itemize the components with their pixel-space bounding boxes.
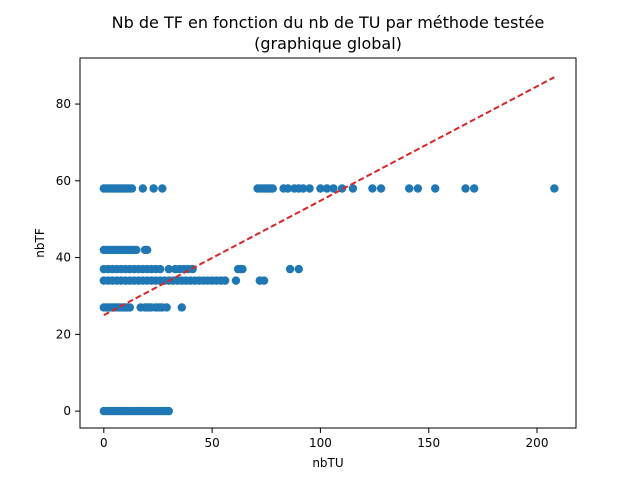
data-point xyxy=(259,276,269,285)
points-layer xyxy=(99,184,559,416)
data-point xyxy=(149,184,158,193)
plot-frame xyxy=(79,57,577,429)
x-tick-label: 0 xyxy=(100,436,108,450)
data-point xyxy=(162,303,171,312)
chart-title-line1: Nb de TF en fonction du nb de TU par mét… xyxy=(112,13,545,32)
data-point xyxy=(155,264,165,274)
data-point xyxy=(305,184,314,193)
data-point xyxy=(431,184,440,193)
data-point xyxy=(322,184,332,193)
data-point xyxy=(142,245,152,255)
data-point xyxy=(413,184,423,193)
x-tick-label: 50 xyxy=(204,436,219,450)
chart-title-line2: (graphique global) xyxy=(254,34,402,53)
data-point xyxy=(550,184,559,193)
y-tick-label: 20 xyxy=(56,327,71,341)
y-tick-label: 40 xyxy=(56,251,71,265)
data-point xyxy=(348,184,358,193)
data-point xyxy=(125,303,135,312)
x-axis: 0 50 100 150 200 xyxy=(100,428,548,450)
data-point xyxy=(298,184,308,193)
data-point xyxy=(316,184,325,193)
trendline-layer xyxy=(103,76,555,317)
data-point xyxy=(127,184,137,193)
data-point xyxy=(158,184,167,193)
data-point xyxy=(231,276,241,285)
data-point xyxy=(461,184,470,193)
y-tick-label: 80 xyxy=(56,97,71,111)
data-point xyxy=(376,184,386,193)
y-tick-label: 0 xyxy=(63,404,71,418)
y-axis: 0 20 40 60 80 xyxy=(56,97,80,418)
data-point xyxy=(368,184,377,193)
y-tick-label: 60 xyxy=(56,174,71,188)
data-point xyxy=(329,184,338,193)
x-tick-label: 200 xyxy=(526,436,549,450)
x-axis-label: nbTU xyxy=(312,456,343,470)
data-point xyxy=(164,264,174,274)
data-point xyxy=(268,184,277,193)
data-point xyxy=(238,264,247,274)
data-point xyxy=(132,245,141,255)
x-tick-label: 100 xyxy=(309,436,332,450)
y-axis-label: nbTF xyxy=(33,228,47,258)
data-point xyxy=(405,184,414,193)
data-point xyxy=(285,264,295,274)
data-point xyxy=(283,184,293,193)
data-point xyxy=(177,303,186,312)
data-point xyxy=(220,276,230,285)
data-point xyxy=(470,184,479,193)
data-point xyxy=(164,406,174,416)
data-point xyxy=(138,184,148,193)
x-tick-label: 150 xyxy=(417,436,440,450)
data-point xyxy=(294,264,303,274)
trendline xyxy=(103,76,555,317)
